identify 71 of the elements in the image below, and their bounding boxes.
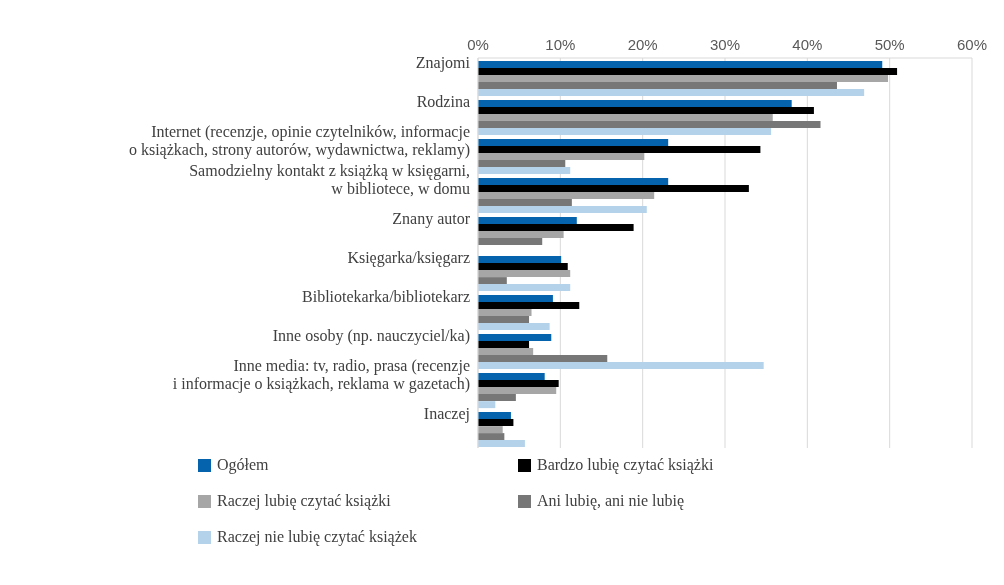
y-tick-label: Inne media: tv, radio, prasa (recenzje i informacje o książkach, reklama w gazetach) — [172, 356, 470, 393]
bar — [478, 401, 496, 409]
bar — [478, 139, 669, 147]
bar — [478, 256, 562, 264]
bar — [478, 295, 553, 303]
bar — [478, 153, 645, 161]
bar — [478, 433, 505, 441]
y-tick-label: Znany autor — [392, 209, 471, 228]
bar — [478, 362, 764, 370]
bar — [478, 316, 530, 324]
x-tick-label: 0% — [467, 36, 489, 53]
legend-label: Raczej nie lubię czytać książek — [217, 528, 417, 546]
bar — [478, 238, 543, 246]
bar — [478, 355, 608, 363]
bar — [478, 146, 761, 154]
y-tick-label: Znajomi — [415, 53, 471, 72]
bar — [478, 373, 545, 381]
x-tick-label: 20% — [627, 36, 658, 53]
bar — [478, 114, 773, 122]
bar — [478, 419, 514, 427]
x-tick-label: 30% — [709, 36, 741, 53]
bar — [478, 185, 749, 193]
bar — [478, 277, 507, 285]
bar — [478, 107, 814, 115]
bar — [478, 75, 889, 83]
bar — [478, 348, 534, 356]
bar — [478, 426, 503, 434]
bar — [478, 61, 883, 69]
bar — [478, 394, 516, 402]
x-tick-label: 50% — [874, 36, 905, 53]
bar — [478, 89, 865, 97]
legend-label: Ani lubię, ani nie lubię — [537, 492, 685, 510]
bar — [478, 270, 571, 278]
bar — [478, 440, 525, 448]
bar — [478, 100, 792, 108]
bar — [478, 192, 655, 200]
bar — [478, 334, 552, 342]
legend-label: Raczej lubię czytać książki — [217, 492, 391, 510]
bar — [478, 68, 898, 76]
bar — [478, 387, 557, 395]
bar — [478, 128, 772, 136]
bar — [478, 206, 647, 214]
x-tick-label: 10% — [545, 36, 576, 53]
y-tick-label: Internet (recenzje, opinie czytelników, informacje o książkach, strony autorów, wydawnictwa, reklamy) — [128, 122, 470, 159]
bar — [478, 341, 530, 349]
bar — [478, 224, 634, 232]
legend-label: Bardzo lubię czytać książki — [537, 456, 714, 474]
y-tick-label: Samodzielny kontakt z książką w księgarni, w bibliotece, w domu — [189, 161, 470, 197]
x-tick-label: 40% — [792, 36, 823, 53]
bar — [478, 217, 577, 225]
y-tick-label: Inaczej — [423, 404, 470, 423]
bar — [478, 284, 571, 292]
bar — [478, 167, 571, 175]
y-tick-label: Księgarka/księgarz — [347, 248, 470, 267]
bar — [478, 309, 532, 317]
bar — [478, 263, 568, 271]
y-tick-label: Inne osoby (np. nauczyciel/ka) — [272, 326, 470, 345]
bar — [478, 380, 559, 388]
x-tick-label: 60% — [956, 36, 988, 53]
y-tick-label: Bibliotekarka/bibliotekarz — [302, 287, 470, 305]
bar — [478, 302, 580, 310]
bar — [478, 82, 837, 90]
bar — [478, 160, 566, 168]
bar — [478, 323, 550, 331]
bar — [478, 199, 572, 207]
legend-label: Ogółem — [217, 456, 269, 474]
bar — [478, 121, 821, 129]
bar — [478, 412, 511, 420]
bar — [478, 178, 669, 186]
bar — [478, 231, 564, 239]
y-tick-label: Rodzina — [416, 92, 470, 110]
